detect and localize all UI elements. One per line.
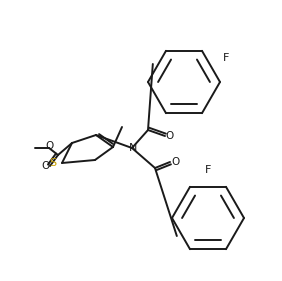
Text: N: N: [129, 143, 137, 153]
Text: F: F: [222, 53, 229, 63]
Text: S: S: [49, 158, 57, 168]
Text: O: O: [41, 161, 49, 171]
Text: O: O: [45, 141, 53, 151]
Text: O: O: [171, 157, 179, 167]
Text: F: F: [205, 165, 211, 175]
Text: O: O: [166, 131, 174, 141]
